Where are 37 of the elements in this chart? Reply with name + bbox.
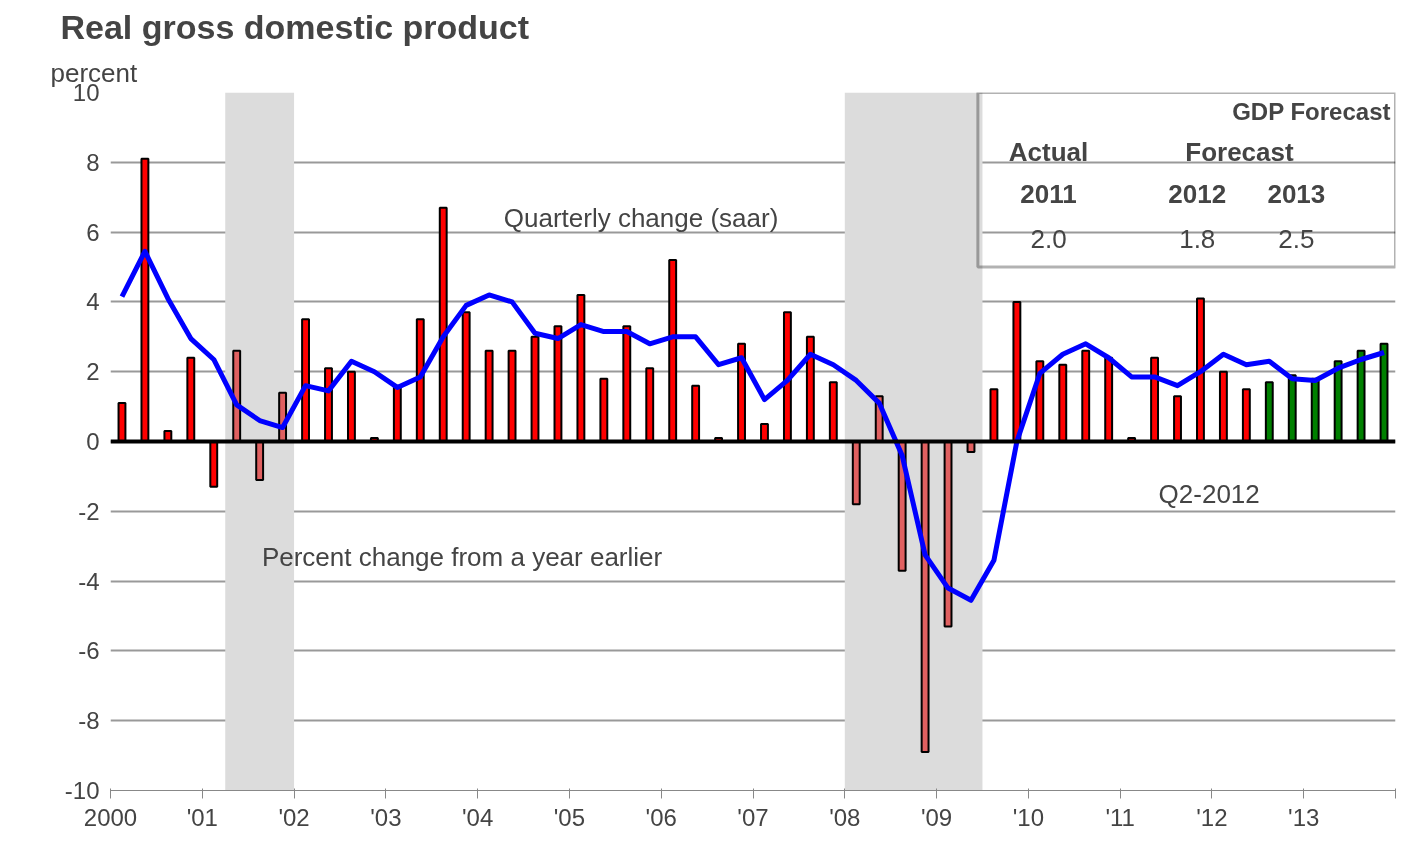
x-tick-label: '04 xyxy=(462,803,494,831)
y-tick-label: -6 xyxy=(78,637,100,665)
x-tick-label: '02 xyxy=(278,803,310,831)
x-tick-label: '01 xyxy=(186,803,218,831)
y-tick-label: 4 xyxy=(86,288,100,316)
x-tick-label: '05 xyxy=(553,803,586,831)
x-tick-label: '13 xyxy=(1288,803,1320,831)
annotation: Q2-2012 xyxy=(1158,478,1260,509)
x-tick-label: '03 xyxy=(370,803,402,831)
annotation: 2012 xyxy=(1168,178,1227,209)
annotation: 2013 xyxy=(1267,178,1326,209)
y-tick-label: 6 xyxy=(86,218,100,246)
y-tick-label: 2 xyxy=(86,358,100,386)
annotation: Percent change from a year earlier xyxy=(261,541,663,572)
x-tick-label: '07 xyxy=(737,803,769,831)
annotation: GDP Forecast xyxy=(1232,98,1391,126)
y-tick-label: 0 xyxy=(86,428,100,455)
x-tick-label: 2000 xyxy=(83,803,138,831)
x-tick-label: '11 xyxy=(1105,803,1135,831)
x-tick-label: '08 xyxy=(829,803,861,831)
y-tick-label: -2 xyxy=(78,497,100,525)
annotation: Quarterly change (saar) xyxy=(503,203,779,234)
annotation: 2.5 xyxy=(1278,224,1315,255)
annotation: 2.0 xyxy=(1030,224,1067,255)
x-tick-label: '12 xyxy=(1196,803,1228,831)
y-tick-label: 8 xyxy=(86,148,100,176)
annotation: 1.8 xyxy=(1179,224,1216,255)
annotation: 2011 xyxy=(1020,178,1077,209)
x-tick-label: '06 xyxy=(645,803,677,831)
y-tick-label: -10 xyxy=(64,777,100,804)
x-tick-label: '10 xyxy=(1012,803,1044,831)
annotation: Actual xyxy=(1008,136,1089,167)
chart-title: Real gross domestic product xyxy=(60,7,530,46)
x-tick-label: '09 xyxy=(920,803,953,831)
y-tick-label: -4 xyxy=(78,567,100,595)
y-tick-label: -8 xyxy=(78,707,100,735)
annotation: Forecast xyxy=(1185,136,1294,167)
